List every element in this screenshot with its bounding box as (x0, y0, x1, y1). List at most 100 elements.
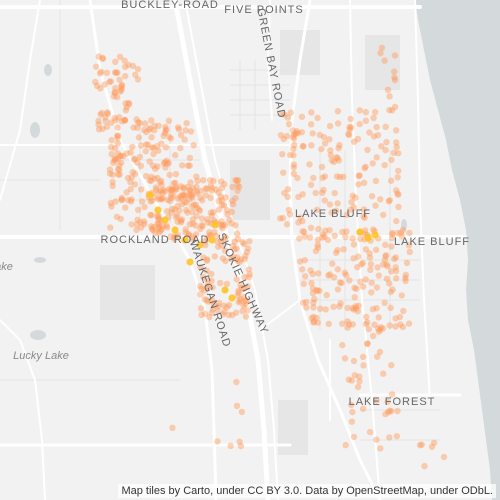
incident-dot (389, 229, 396, 237)
incident-dot (291, 131, 298, 138)
incident-dot (204, 284, 211, 292)
incident-dots (92, 44, 448, 470)
incident-dot (245, 266, 253, 273)
incident-dot (139, 198, 146, 205)
incident-dot (114, 150, 122, 157)
incident-dot (373, 154, 380, 161)
incident-dot (121, 57, 128, 64)
hotspot-dot (154, 206, 162, 214)
incident-dot (192, 222, 199, 229)
incident-dot (171, 236, 178, 243)
incident-dot (134, 216, 141, 223)
incident-dot (344, 304, 351, 312)
incident-dot (128, 196, 135, 203)
incident-dot (238, 284, 245, 292)
incident-dot (114, 140, 122, 147)
incident-dot (118, 82, 125, 90)
incident-dot (330, 274, 338, 281)
incident-dot (197, 291, 204, 298)
incident-dot (122, 204, 129, 211)
incident-dot (323, 291, 330, 299)
incident-dot (332, 207, 340, 214)
incident-dot (169, 185, 176, 193)
incident-dot (97, 111, 104, 118)
incident-dot (164, 224, 171, 231)
incident-dot (142, 148, 149, 155)
incident-dot (334, 247, 341, 254)
incident-dot (164, 196, 171, 204)
incident-dot (159, 189, 166, 196)
incident-dot (231, 238, 238, 245)
incident-dot (128, 174, 135, 181)
incident-dot (177, 183, 184, 190)
incident-dot (204, 256, 211, 263)
incident-dot (378, 44, 386, 52)
incident-dot (386, 280, 393, 287)
park-area (278, 400, 308, 455)
incident-dot (195, 206, 203, 213)
incident-dot (395, 167, 402, 175)
incident-dot (151, 122, 158, 129)
incident-dot (393, 139, 400, 146)
incident-dot (133, 226, 140, 233)
incident-dot (202, 185, 209, 192)
incident-dot (287, 109, 294, 116)
incident-dot (141, 126, 148, 134)
incident-dot (236, 438, 243, 445)
incident-dot (374, 132, 382, 139)
incident-dot (233, 245, 240, 252)
incident-dot (310, 304, 317, 311)
incident-dot (382, 252, 390, 259)
incident-dot (153, 143, 160, 150)
incident-dot (393, 127, 400, 134)
incident-dot (148, 223, 155, 230)
incident-dot (97, 68, 105, 76)
incident-dot (189, 194, 196, 201)
incident-dot (335, 145, 342, 152)
incident-dot (314, 244, 322, 251)
incident-dot (232, 309, 240, 316)
incident-dot (115, 171, 122, 178)
incident-dot (361, 165, 368, 172)
incident-dot (183, 199, 190, 206)
incident-dot (114, 69, 121, 76)
incident-dot (233, 378, 240, 386)
incident-dot (137, 219, 144, 226)
incident-dot (127, 185, 134, 193)
incident-dot (343, 228, 350, 235)
incident-dot (170, 180, 177, 187)
incident-dot (189, 208, 196, 216)
incident-dot (95, 126, 103, 133)
incident-dot (113, 93, 121, 101)
incident-dot (218, 242, 225, 249)
label-lake-bluff-city: LAKE BLUFF (295, 208, 371, 220)
incident-dot (308, 109, 315, 116)
incident-dot (295, 193, 302, 201)
incident-dot (114, 134, 121, 142)
incident-dot (277, 132, 285, 139)
incident-dot (348, 124, 355, 131)
incident-dot (163, 157, 170, 164)
incident-dot (354, 135, 362, 143)
incident-dot (147, 177, 155, 185)
incident-dot (313, 287, 320, 294)
incident-dot (202, 192, 210, 199)
incident-dot (181, 191, 189, 199)
incident-dot (122, 107, 130, 114)
incident-dot (108, 143, 115, 151)
pond (34, 257, 46, 263)
incident-dot (169, 424, 176, 431)
incident-dot (279, 214, 286, 222)
incident-dot (290, 152, 297, 159)
incident-dot (298, 129, 305, 136)
incident-dot (112, 58, 119, 65)
incident-dot (147, 198, 154, 205)
incident-dot (198, 215, 206, 222)
incident-dot (215, 206, 223, 213)
incident-dot (416, 442, 424, 449)
incident-dot (397, 321, 404, 328)
incident-dot (187, 190, 194, 198)
incident-dot (440, 453, 448, 461)
incident-dot (148, 173, 155, 180)
